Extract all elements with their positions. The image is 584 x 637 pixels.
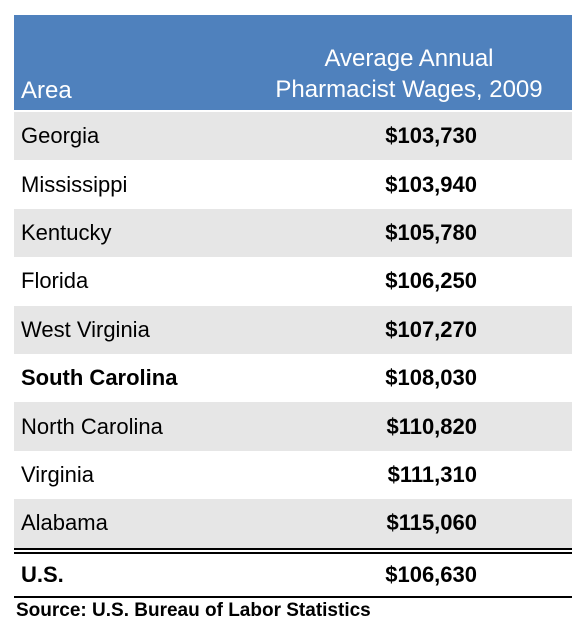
- table-header: Area Average Annual Pharmacist Wages, 20…: [14, 15, 572, 112]
- row-area: Georgia: [21, 123, 100, 149]
- row-area: West Virginia: [21, 316, 150, 342]
- row-area: Alabama: [21, 510, 108, 536]
- table-row: South Carolina $108,030: [14, 354, 572, 402]
- row-wage: $108,030: [385, 365, 477, 391]
- row-wage: $110,820: [386, 413, 477, 439]
- row-area: Florida: [21, 268, 89, 294]
- wages-table: Area Average Annual Pharmacist Wages, 20…: [14, 15, 572, 598]
- row-wage: $115,060: [386, 510, 477, 536]
- header-area: Area: [21, 77, 72, 104]
- total-wage: $106,630: [385, 561, 477, 587]
- table-row: Kentucky $105,780: [14, 208, 572, 258]
- source-note: Source: U.S. Bureau of Labor Statistics: [16, 600, 371, 621]
- row-wage: $105,780: [385, 219, 477, 245]
- row-area: Mississippi: [21, 171, 128, 197]
- total-area: U.S.: [21, 561, 64, 587]
- row-area: North Carolina: [21, 413, 163, 439]
- table-row: North Carolina $110,820: [14, 402, 572, 451]
- row-wage: $107,270: [385, 316, 477, 342]
- table-row: Florida $106,250: [14, 257, 572, 305]
- header-wage-line1: Average Annual: [324, 45, 494, 72]
- row-wage: $103,730: [385, 123, 477, 149]
- row-area: Virginia: [21, 461, 94, 487]
- table-body: Georgia $103,730 Mississippi $103,940 Kentuc…: [14, 112, 572, 548]
- table-row: West Virginia $107,270: [14, 305, 572, 354]
- table-row: Georgia $103,730: [14, 112, 572, 161]
- header-wage-line2: Pharmacist Wages, 2009: [275, 76, 543, 103]
- row-wage: $103,940: [385, 171, 477, 197]
- row-wage: $111,310: [387, 461, 477, 487]
- total-separator: [14, 547, 572, 554]
- row-area: Kentucky: [21, 219, 112, 245]
- total-row: U.S. $106,630: [14, 554, 572, 598]
- row-area: South Carolina: [21, 365, 178, 391]
- table-row: Virginia $111,310: [14, 451, 572, 499]
- row-wage: $106,250: [385, 268, 477, 294]
- table-row: Mississippi $103,940: [14, 160, 572, 208]
- table-row: Alabama $115,060: [14, 499, 572, 548]
- header-wage: Average Annual Pharmacist Wages, 2009: [254, 43, 564, 105]
